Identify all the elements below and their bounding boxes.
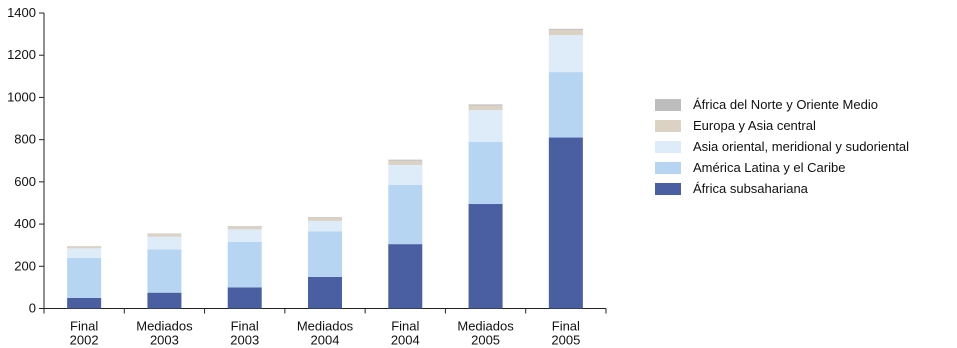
bar-segment	[147, 234, 182, 237]
legend-item: América Latina y el Caribe	[655, 157, 909, 178]
x-tick-label: Final 2002	[70, 319, 99, 348]
bar-segment	[147, 236, 182, 250]
bar-segment	[548, 29, 583, 36]
bar-segment	[548, 137, 583, 309]
y-tick-label: 1000	[7, 89, 36, 104]
bar-segment	[227, 287, 262, 309]
bar-segment	[388, 159, 423, 161]
legend-swatch	[655, 98, 681, 111]
legend-label: África subsahariana	[693, 181, 808, 196]
y-tick-label: 1400	[7, 5, 36, 20]
bar-segment	[227, 242, 262, 288]
y-tick-label: 1200	[7, 47, 36, 62]
legend-label: Asia oriental, meridional y sudoriental	[693, 139, 910, 154]
y-tick-label: 800	[14, 132, 36, 147]
x-tick-label: Final 2005	[551, 319, 580, 348]
bar-segment	[468, 110, 503, 142]
bar-segment	[468, 141, 503, 205]
bar-segment	[227, 226, 262, 230]
x-tick-label: Final 2003	[230, 319, 259, 348]
y-tick-label: 0	[29, 301, 36, 316]
bar-segment	[388, 164, 423, 186]
bar-segment	[548, 72, 583, 138]
bar-segment	[308, 231, 342, 277]
legend-item: África del Norte y Oriente Medio	[655, 94, 909, 115]
legend-swatch	[655, 182, 681, 195]
bar-segment	[468, 104, 503, 106]
y-tick-label: 600	[14, 174, 36, 189]
bar-segment	[388, 160, 423, 165]
bar-segment	[147, 292, 182, 309]
legend-label: África del Norte y Oriente Medio	[693, 97, 878, 112]
bar-segment	[388, 185, 423, 245]
bar-segment	[67, 246, 102, 249]
legend-swatch	[655, 119, 681, 132]
chart-legend: África del Norte y Oriente Medio Europa y…	[655, 94, 909, 199]
legend-item: África subsahariana	[655, 178, 909, 199]
legend-label: Europa y Asia central	[693, 118, 816, 133]
legend-item: Asia oriental, meridional y sudoriental	[655, 136, 909, 157]
x-tick-label: Mediados 2004	[297, 319, 354, 348]
bar-segment	[147, 249, 182, 293]
bar-segment	[468, 105, 503, 111]
x-tick-label: Final 2004	[391, 319, 420, 348]
bar-segment	[227, 229, 262, 243]
bar-segment	[388, 244, 423, 309]
legend-label: América Latina y el Caribe	[693, 160, 846, 175]
bar-segment	[227, 226, 262, 227]
legend-swatch	[655, 161, 681, 174]
bar-segment	[67, 297, 102, 309]
bar-segment	[308, 220, 342, 232]
bar-segment	[67, 257, 102, 298]
bar-segment	[308, 217, 342, 221]
bar-segment	[147, 233, 182, 235]
y-tick-label: 200	[14, 258, 36, 273]
legend-item: Europa y Asia central	[655, 115, 909, 136]
bar-segment	[548, 35, 583, 73]
bar-segment	[67, 248, 102, 258]
x-tick-label: Mediados 2003	[136, 319, 193, 348]
bar-segment	[468, 204, 503, 309]
x-tick-label: Mediados 2005	[457, 319, 514, 348]
bar-segment	[308, 217, 342, 218]
legend-swatch	[655, 140, 681, 153]
bar-segment	[308, 276, 342, 309]
bar-segment	[548, 28, 583, 30]
y-tick-label: 400	[14, 216, 36, 231]
